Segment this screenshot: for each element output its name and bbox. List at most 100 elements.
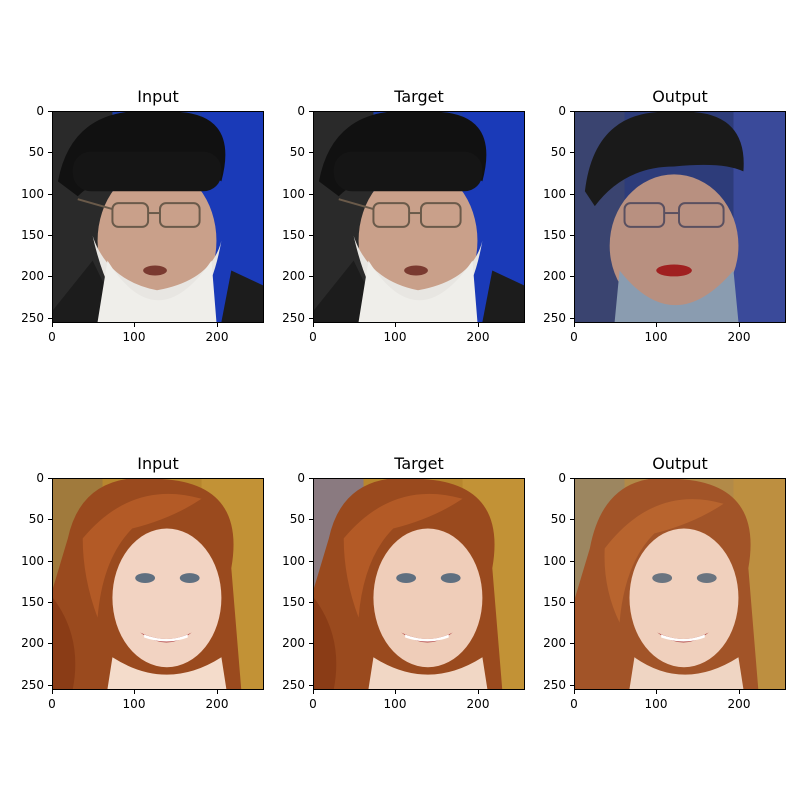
panel-title: Output bbox=[652, 87, 708, 106]
y-tick-mark bbox=[570, 602, 574, 603]
y-tick-label: 0 bbox=[558, 104, 566, 118]
x-tick-mark bbox=[52, 323, 53, 327]
y-tick-label: 250 bbox=[282, 311, 305, 325]
y-tick-mark bbox=[570, 276, 574, 277]
y-tick-label: 250 bbox=[282, 678, 305, 692]
x-tick-label: 0 bbox=[48, 697, 56, 711]
y-tick-mark bbox=[309, 276, 313, 277]
y-tick-mark bbox=[570, 194, 574, 195]
y-tick-mark bbox=[570, 643, 574, 644]
y-tick-label: 50 bbox=[28, 512, 44, 526]
panel-title: Input bbox=[137, 454, 179, 473]
y-tick-label: 150 bbox=[282, 595, 305, 609]
y-tick-mark bbox=[570, 111, 574, 112]
y-tick-label: 0 bbox=[297, 104, 305, 118]
panel-title: Target bbox=[394, 454, 444, 473]
y-tick-label: 100 bbox=[543, 187, 566, 201]
x-tick-mark bbox=[52, 690, 53, 694]
x-tick-label: 100 bbox=[383, 697, 407, 711]
x-tick-label: 200 bbox=[727, 697, 751, 711]
x-tick-mark bbox=[313, 323, 314, 327]
x-tick-mark bbox=[395, 323, 396, 327]
y-tick-label: 50 bbox=[28, 145, 44, 159]
y-tick-label: 200 bbox=[543, 636, 566, 650]
y-tick-mark bbox=[48, 111, 52, 112]
portrait-image-man-reconstructed bbox=[574, 111, 786, 323]
x-tick-mark bbox=[478, 323, 479, 327]
x-tick-label: 0 bbox=[48, 330, 56, 344]
x-tick-mark bbox=[739, 323, 740, 327]
x-tick-label: 200 bbox=[205, 697, 229, 711]
portrait-image-man bbox=[313, 111, 525, 323]
y-tick-label: 0 bbox=[297, 471, 305, 485]
portrait-image-man bbox=[52, 111, 264, 323]
y-tick-mark bbox=[309, 643, 313, 644]
y-tick-label: 250 bbox=[21, 678, 44, 692]
x-tick-mark bbox=[217, 690, 218, 694]
y-tick-mark bbox=[48, 235, 52, 236]
y-tick-mark bbox=[309, 235, 313, 236]
y-tick-label: 250 bbox=[543, 311, 566, 325]
y-tick-mark bbox=[309, 519, 313, 520]
x-tick-label: 200 bbox=[466, 697, 490, 711]
y-tick-label: 200 bbox=[543, 269, 566, 283]
y-tick-label: 200 bbox=[282, 636, 305, 650]
x-tick-label: 100 bbox=[383, 330, 407, 344]
y-tick-mark bbox=[48, 602, 52, 603]
y-tick-label: 0 bbox=[36, 104, 44, 118]
y-tick-mark bbox=[309, 478, 313, 479]
y-tick-label: 200 bbox=[21, 636, 44, 650]
y-tick-label: 150 bbox=[21, 228, 44, 242]
panel-row2-target: Target 0 50 100 150 200 250 0 100 200 bbox=[282, 454, 525, 711]
panel-row1-output: Output 0 50 100 150 200 250 0 100 200 bbox=[543, 87, 786, 344]
y-tick-mark bbox=[48, 152, 52, 153]
y-tick-label: 150 bbox=[543, 595, 566, 609]
y-tick-label: 100 bbox=[21, 187, 44, 201]
y-tick-mark bbox=[48, 318, 52, 319]
y-tick-mark bbox=[48, 194, 52, 195]
y-tick-label: 50 bbox=[550, 145, 566, 159]
y-tick-label: 150 bbox=[21, 595, 44, 609]
x-tick-mark bbox=[313, 690, 314, 694]
y-tick-mark bbox=[48, 685, 52, 686]
x-tick-mark bbox=[217, 323, 218, 327]
x-tick-label: 100 bbox=[644, 330, 668, 344]
y-tick-label: 0 bbox=[558, 471, 566, 485]
y-tick-mark bbox=[570, 561, 574, 562]
y-tick-mark bbox=[48, 643, 52, 644]
x-tick-mark bbox=[134, 323, 135, 327]
x-tick-label: 0 bbox=[309, 697, 317, 711]
y-tick-label: 0 bbox=[36, 471, 44, 485]
panel-row2-output: Output 0 50 100 150 200 250 0 100 200 bbox=[543, 454, 786, 711]
x-tick-label: 100 bbox=[122, 330, 146, 344]
y-tick-label: 200 bbox=[21, 269, 44, 283]
x-tick-mark bbox=[656, 323, 657, 327]
y-tick-mark bbox=[570, 519, 574, 520]
y-tick-label: 150 bbox=[282, 228, 305, 242]
y-tick-label: 100 bbox=[282, 554, 305, 568]
y-tick-label: 250 bbox=[21, 311, 44, 325]
panel-row1-input: Input 0 50 100 150 200 250 0 100 200 bbox=[21, 87, 264, 344]
panel-row1-target: Target 0 50 100 150 200 250 0 100 200 bbox=[282, 87, 525, 344]
y-tick-mark bbox=[309, 318, 313, 319]
portrait-image-woman bbox=[52, 478, 264, 690]
y-tick-mark bbox=[570, 685, 574, 686]
x-tick-label: 100 bbox=[644, 697, 668, 711]
x-tick-mark bbox=[739, 690, 740, 694]
panel-title: Target bbox=[394, 87, 444, 106]
x-tick-mark bbox=[478, 690, 479, 694]
x-tick-mark bbox=[656, 690, 657, 694]
panel-title: Output bbox=[652, 454, 708, 473]
y-tick-mark bbox=[570, 318, 574, 319]
portrait-image-woman-reconstructed bbox=[574, 478, 786, 690]
y-tick-mark bbox=[48, 561, 52, 562]
y-tick-mark bbox=[570, 235, 574, 236]
x-tick-label: 200 bbox=[727, 330, 751, 344]
y-tick-label: 150 bbox=[543, 228, 566, 242]
x-tick-label: 0 bbox=[570, 330, 578, 344]
x-tick-label: 200 bbox=[205, 330, 229, 344]
y-tick-label: 50 bbox=[289, 512, 305, 526]
y-tick-label: 100 bbox=[282, 187, 305, 201]
y-tick-mark bbox=[309, 685, 313, 686]
x-tick-label: 0 bbox=[309, 330, 317, 344]
